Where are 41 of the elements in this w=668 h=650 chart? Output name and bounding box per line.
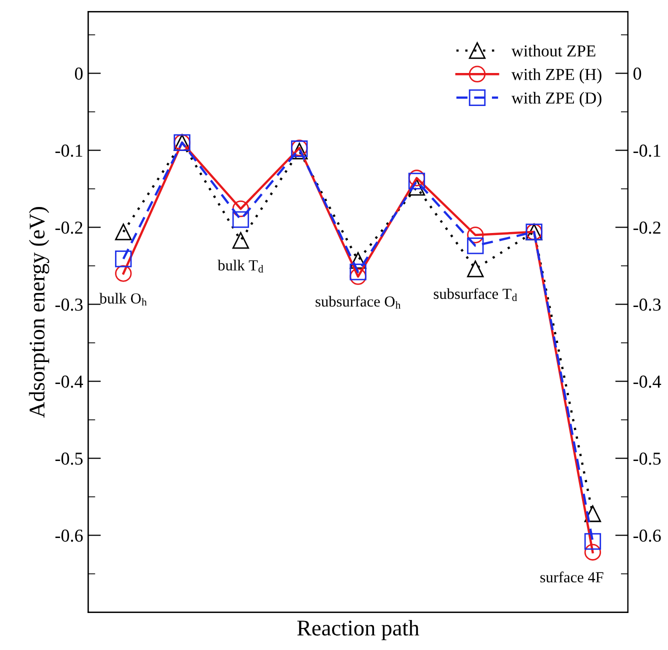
point [115,265,132,282]
annotation: bulk T$_{d}$ [218,260,264,273]
point [467,237,484,254]
y-tick-label: 0 [74,68,83,80]
point [408,170,426,186]
point [350,268,366,285]
point [584,544,602,561]
y2-tick-label: -0.1 [633,144,660,157]
point [350,264,366,280]
legend-label: with ZPE (D) [511,92,602,108]
annotation: bulk O$_{h}$ [99,292,147,306]
y2-tick-label: -0.3 [633,298,661,311]
y2-tick-label: 0 [633,68,642,80]
point [232,232,250,249]
y-tick-label: -0.1 [55,144,82,157]
point [232,200,250,218]
point [408,172,426,190]
y2-tick-label: -0.4 [633,376,662,388]
y-tick-label: -0.3 [55,298,83,311]
annotation: subsurface T$_{d}$ [434,288,518,302]
point [467,260,484,278]
annotation: surface 4F [540,572,604,582]
point [232,211,250,228]
legend-label: with ZPE (H) [511,68,602,84]
point [584,533,602,550]
y-tick-label: -0.2 [55,222,82,234]
y2-tick-label: -0.6 [633,530,661,542]
point [467,226,484,244]
annotation: subsurface O$_{h}$ [316,296,401,309]
point [350,252,366,269]
y2-tick-label: -0.2 [633,222,660,234]
y-axis-title: Adsorption energy (eV) [28,207,50,418]
point [115,250,132,268]
y-tick-label: -0.5 [55,452,83,465]
x-axis-title: Reaction path [297,620,420,640]
legend-label: without ZPE [511,44,596,57]
y-tick-label: -0.4 [55,376,84,388]
point [584,505,602,522]
point [115,224,132,240]
y-tick-label: -0.6 [55,530,83,542]
y2-tick-label: -0.5 [633,452,661,465]
